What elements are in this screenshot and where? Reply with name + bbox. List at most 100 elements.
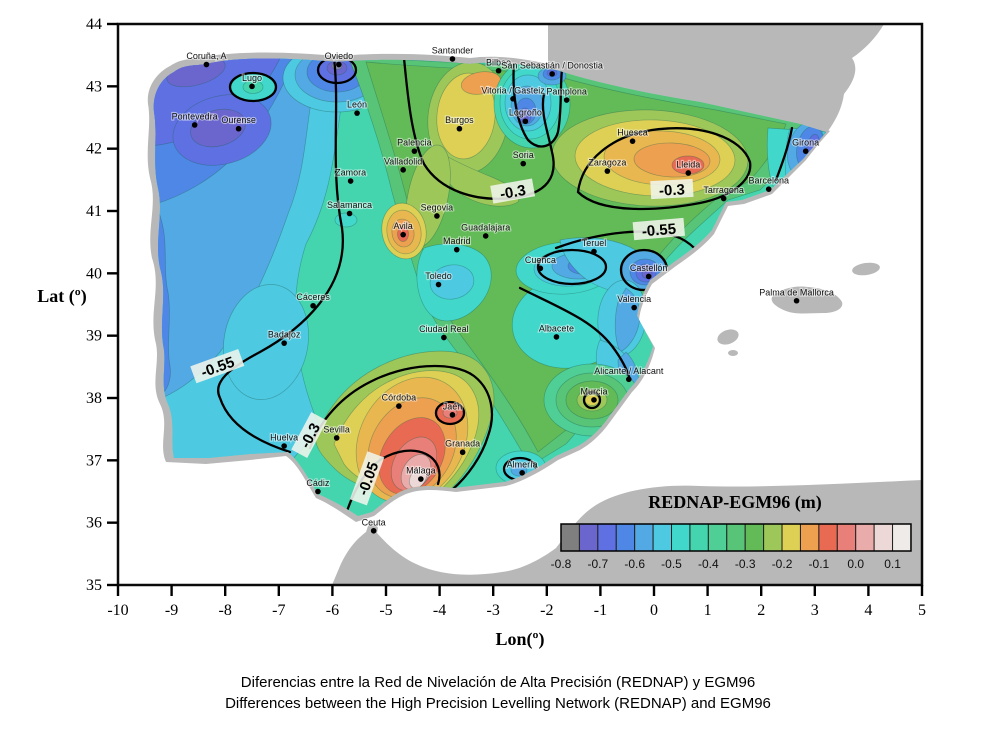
city-marker	[418, 476, 424, 482]
city-marker	[400, 167, 406, 173]
city-station: Tarragona	[702, 184, 745, 202]
y-tick-label: 43	[86, 78, 102, 95]
x-tick-label: 4	[864, 602, 872, 619]
legend-title: REDNAP-EGM96 (m)	[648, 492, 821, 513]
city-label: Guadalajara	[461, 222, 510, 232]
city-marker	[604, 168, 611, 174]
legend-swatch	[892, 523, 912, 552]
city-label: Toledo	[425, 271, 452, 281]
legend-swatch	[689, 523, 709, 552]
city-marker	[626, 376, 632, 383]
city-station: Guadalajara	[460, 221, 511, 239]
contour-label: -0.3	[650, 178, 694, 200]
legend-swatch	[744, 523, 765, 552]
city-marker	[456, 125, 463, 132]
city-label: Segovia	[421, 202, 454, 212]
legend-swatch	[652, 523, 673, 552]
city-label: León	[347, 100, 367, 110]
city-label: Almería	[507, 459, 538, 469]
city-station: Avila	[392, 220, 414, 238]
x-tick-label: -1	[594, 602, 607, 619]
city-station: Alicante / Alacant	[593, 365, 665, 383]
figure: -0.3 -0.3 -0.55 -0.55 -0.3 -0.05 -0.8 -0.7 -0.6…	[37, 16, 926, 650]
city-station: Huelva	[269, 431, 299, 449]
x-tick-label: 2	[757, 602, 765, 619]
city-marker	[449, 56, 456, 62]
contour-label: -0.55	[632, 217, 686, 240]
city-station: Toledo	[424, 270, 453, 288]
y-tick-label: 44	[86, 16, 102, 33]
y-tick-label: 38	[86, 390, 102, 407]
city-label: Ceuta	[362, 517, 386, 527]
city-station: Salamanca	[326, 199, 373, 217]
plot-frame	[116, 22, 924, 587]
city-marker	[370, 527, 377, 534]
city-marker	[629, 138, 636, 144]
city-label: Huesca	[617, 128, 648, 138]
city-marker	[765, 186, 772, 192]
contour-label-text: -0.3	[499, 182, 527, 203]
city-label: Tarragona	[703, 185, 744, 195]
city-label: Burgos	[445, 115, 474, 125]
y-tick-label: 40	[86, 265, 102, 282]
legend-swatch	[597, 523, 617, 552]
city-station: Santander	[431, 44, 474, 62]
y-tick-label: 41	[86, 203, 102, 220]
x-tick-label: -7	[272, 602, 285, 619]
city-marker	[347, 178, 354, 184]
city-label: Madrid	[443, 236, 471, 246]
city-station: Lleida	[675, 158, 701, 176]
city-label: Coruña, A	[186, 51, 226, 61]
city-label: Sevilla	[323, 424, 350, 434]
legend-tick-label: -0.1	[809, 557, 830, 571]
city-label: Zamora	[335, 168, 366, 178]
city-station: Córdoba	[380, 392, 417, 409]
city-marker	[400, 231, 406, 238]
city-marker	[482, 233, 489, 239]
city-station: Badajoz	[267, 329, 302, 346]
city-station: Zaragoza	[587, 157, 627, 174]
city-marker	[346, 210, 353, 217]
legend-swatch	[707, 523, 728, 552]
x-tick-label: 1	[704, 602, 712, 619]
contour-label-bg	[190, 348, 245, 384]
city-marker	[522, 118, 529, 125]
city-marker	[563, 97, 570, 103]
city-station: Castellón	[629, 262, 669, 280]
city-marker	[537, 265, 544, 272]
city-station: Oviedo	[323, 50, 354, 68]
city-marker	[519, 470, 525, 476]
legend-swatch	[836, 523, 857, 552]
city-marker	[591, 397, 597, 403]
contour-label-bg	[650, 178, 694, 200]
city-station: Ourense	[220, 114, 257, 132]
legend-swatch	[763, 523, 783, 552]
city-marker	[793, 297, 800, 304]
legend-swatch-border	[560, 523, 912, 552]
city-station: Logroño	[508, 107, 543, 125]
city-marker	[435, 281, 442, 288]
city-marker	[249, 83, 255, 90]
city-station: Almería	[506, 458, 539, 476]
legend-tick-label: 0.0	[847, 557, 864, 571]
legend-swatch	[560, 523, 580, 552]
legend: -0.8 -0.7 -0.6 -0.5 -0.4 -0.3 -0.2 -0.1 0.0 0.1	[551, 523, 912, 571]
y-tick-label: 37	[86, 452, 102, 469]
x-tick-label: -8	[219, 602, 232, 619]
city-marker	[354, 110, 360, 116]
city-label: Vitoria / Gasteiz	[481, 85, 545, 95]
caption-line-spanish: Diferencias entre la Red de Nivelación d…	[240, 674, 756, 691]
formentera-island	[728, 350, 738, 356]
legend-swatch	[855, 523, 875, 552]
city-label: Lugo	[242, 73, 262, 83]
city-station: Valencia	[616, 293, 652, 311]
city-label: Murcia	[580, 386, 607, 396]
city-marker	[441, 334, 447, 341]
city-station: Vitoria / Gasteiz	[480, 84, 546, 102]
legend-tick-label: 0.1	[884, 557, 901, 571]
city-station: Huesca	[616, 127, 649, 144]
city-marker	[549, 71, 555, 77]
x-tick-label: -6	[326, 602, 339, 619]
city-station: Valladolid	[383, 155, 423, 173]
city-label: Castellón	[630, 263, 668, 273]
